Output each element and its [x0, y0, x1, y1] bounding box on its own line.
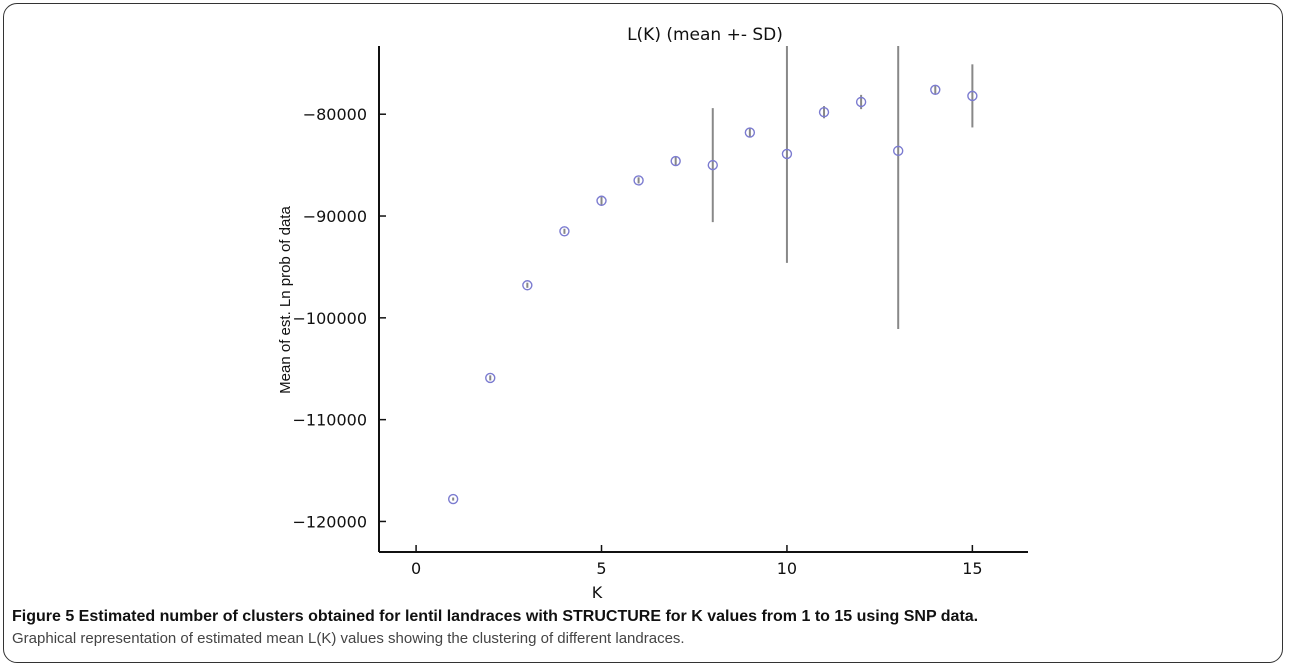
y-tick-label: −90000	[303, 207, 367, 226]
data-point	[855, 96, 867, 108]
data-marks	[447, 46, 978, 505]
data-point	[559, 226, 570, 237]
data-point	[967, 90, 978, 102]
x-tick-label: 0	[411, 559, 421, 578]
x-tick-label: 5	[596, 559, 606, 578]
data-point	[447, 493, 459, 505]
data-point	[744, 127, 756, 138]
data-point	[485, 372, 496, 384]
y-tick-label: −100000	[293, 309, 367, 328]
y-tick-label: −110000	[293, 411, 367, 430]
y-axis-label: Mean of est. Ln prob of data	[277, 206, 294, 394]
data-point	[930, 84, 941, 95]
structure-lk-chart: L(K) (mean +- SD) Mean of est. Ln prob o…	[277, 25, 1028, 600]
data-point	[893, 145, 904, 157]
caption-text: Graphical representation of estimated me…	[12, 630, 685, 647]
data-point	[633, 175, 644, 186]
data-point	[781, 148, 793, 160]
y-tick-label: −80000	[303, 105, 367, 124]
data-point	[522, 280, 533, 291]
x-tick-label: 10	[777, 559, 797, 578]
caption-title: Figure 5 Estimated number of clusters ob…	[12, 608, 979, 625]
ticks: −80000 −90000 −100000 −110000 −120000 0 5 10 15	[293, 105, 983, 578]
data-point	[670, 155, 681, 167]
data-point	[707, 159, 718, 171]
data-point	[818, 106, 830, 118]
figure-caption: Figure 5 Estimated number of clusters ob…	[12, 606, 1272, 650]
y-tick-label: −120000	[293, 512, 367, 531]
axes	[378, 46, 1028, 553]
chart-title: L(K) (mean +- SD)	[627, 25, 783, 45]
data-point	[596, 195, 607, 206]
x-axis-label: K	[592, 583, 603, 600]
x-tick-label: 15	[962, 559, 982, 578]
